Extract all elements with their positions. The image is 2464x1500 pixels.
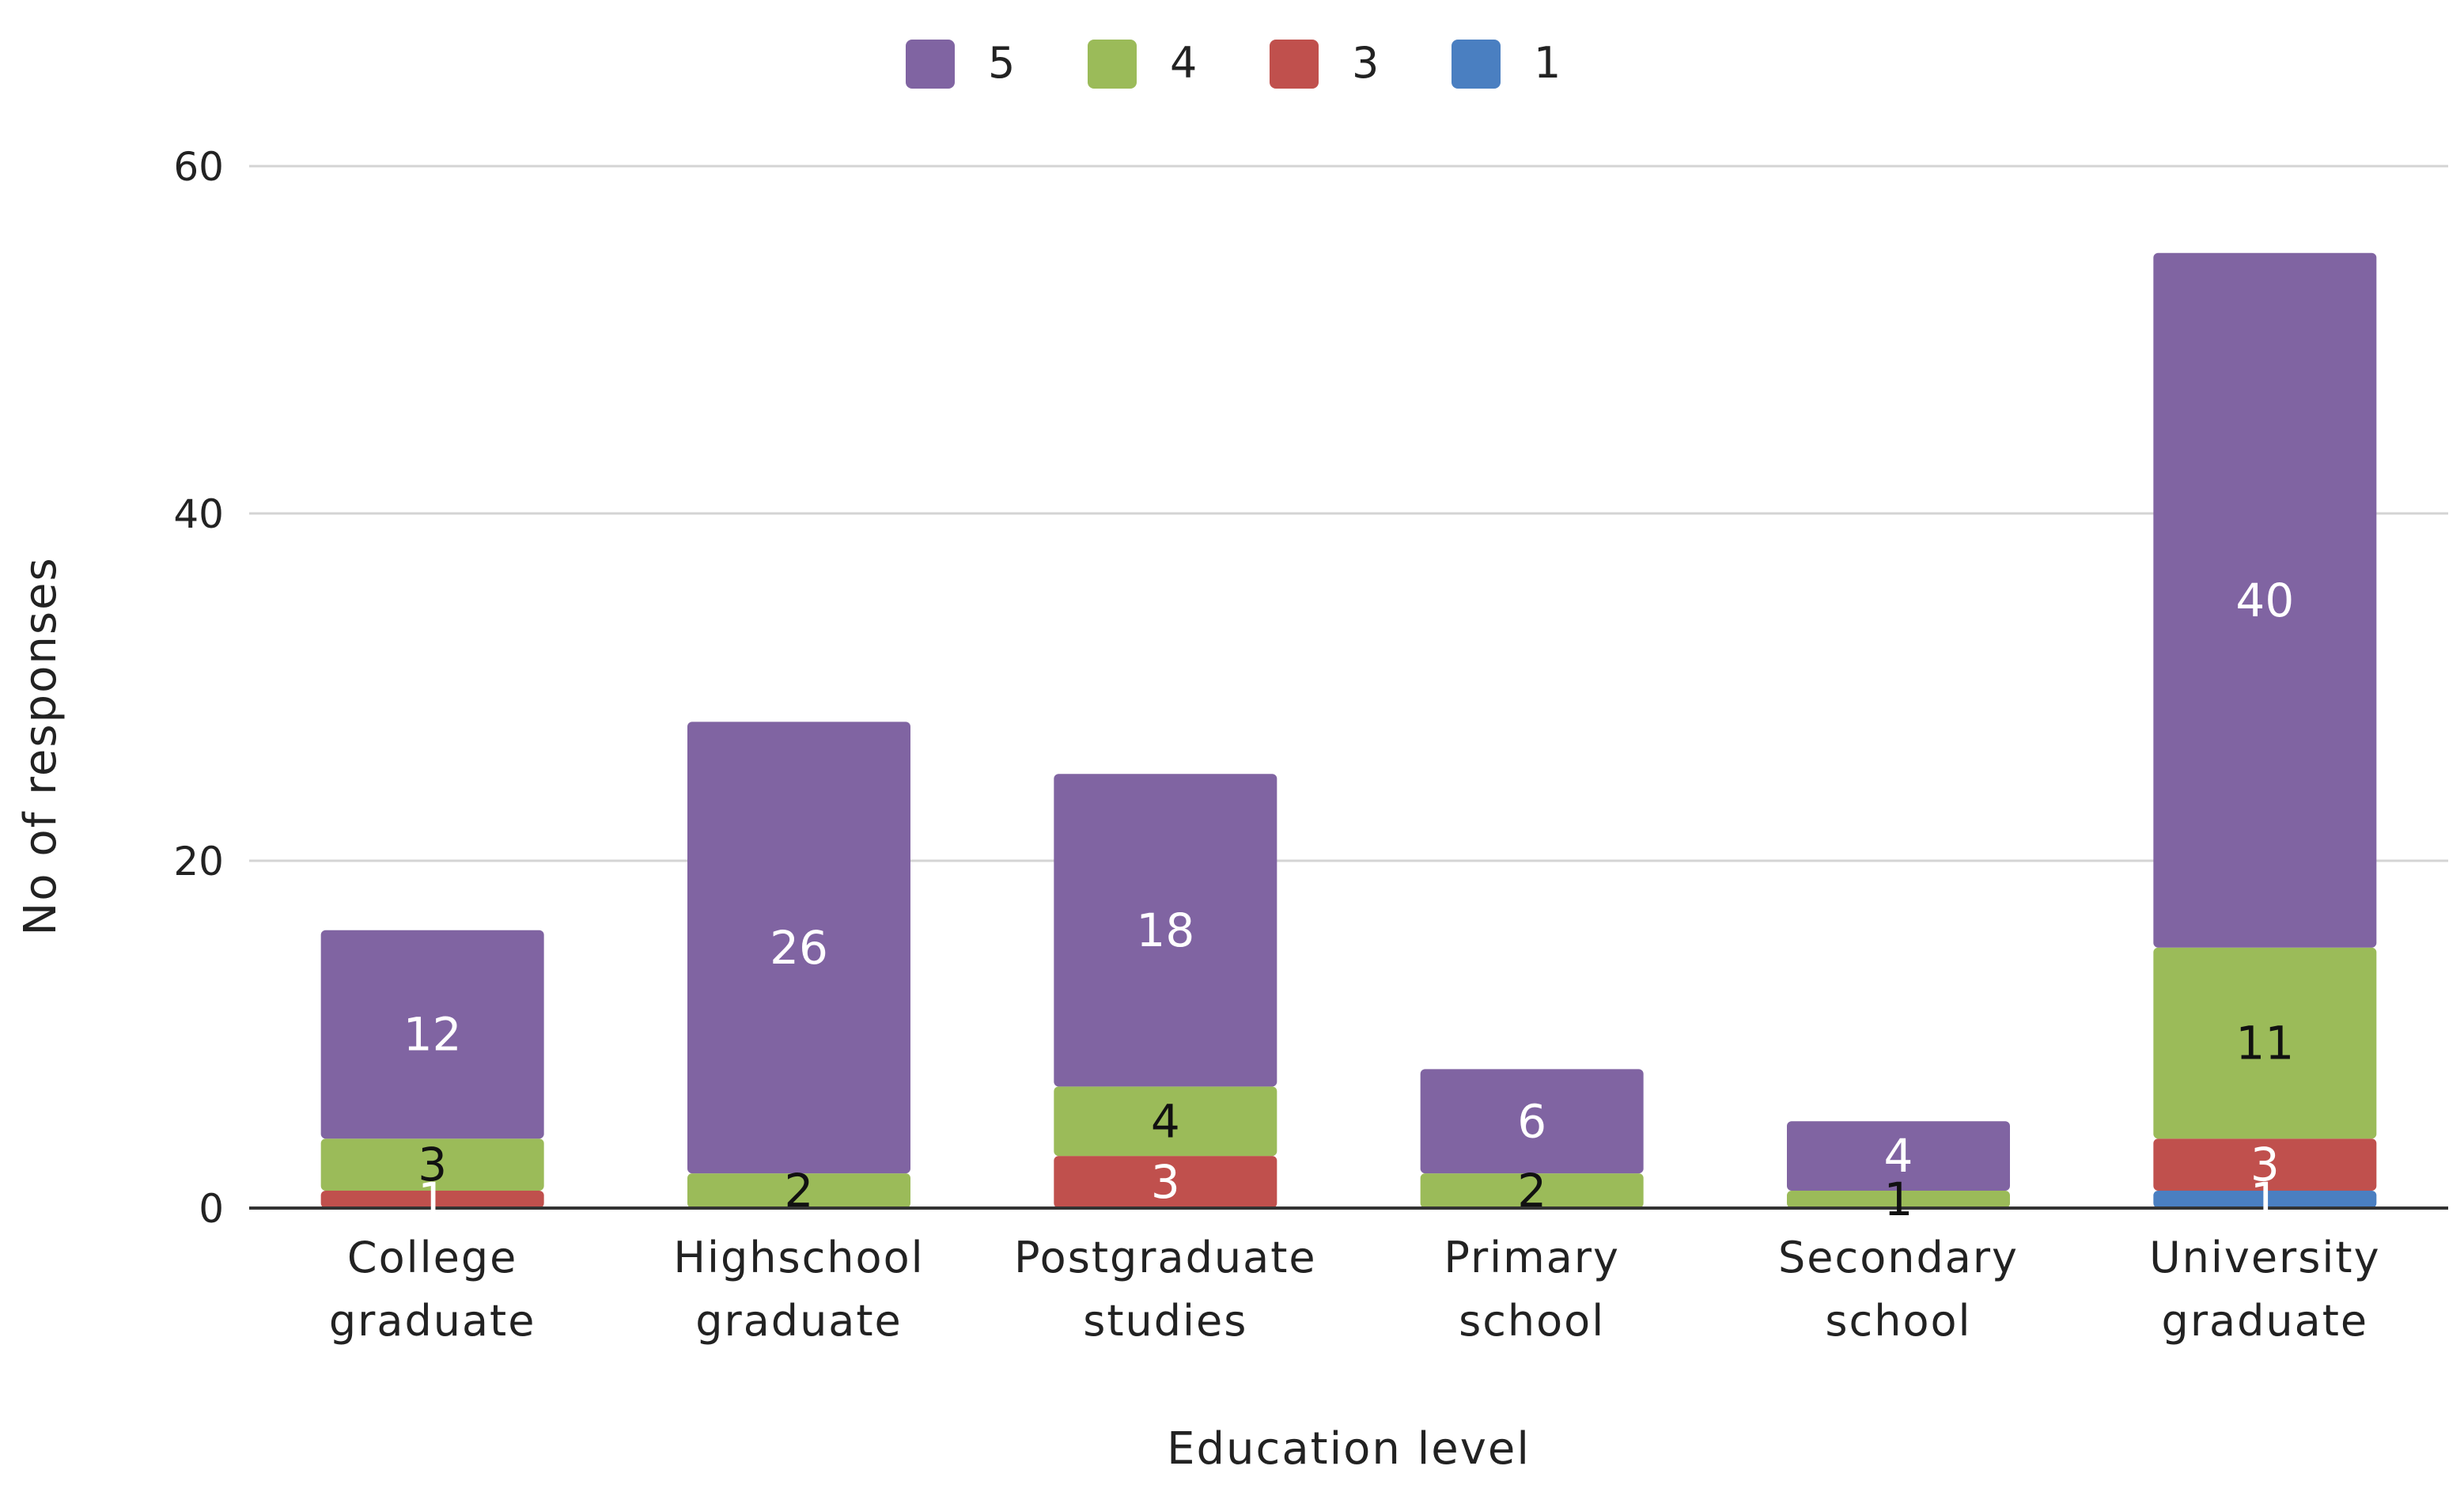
legend-label: 4 [1170, 38, 1197, 88]
x-tick-label: College [347, 1233, 517, 1282]
x-tick-label: Secondary [1778, 1233, 2019, 1282]
data-label: 26 [770, 921, 828, 975]
bars [320, 252, 2377, 1208]
bar-segment-series-5 [2153, 252, 2377, 948]
data-label: 4 [1884, 1129, 1913, 1183]
data-label: 40 [2235, 574, 2294, 627]
bar-segment-series-5 [687, 722, 910, 1174]
x-axis-ticks: College graduate Highschool graduate Postgra… [329, 1233, 2380, 1346]
data-label: 6 [1517, 1094, 1546, 1148]
bar-segment-series-3 [320, 1191, 544, 1208]
data-label: 2 [785, 1164, 814, 1218]
legend-swatch [906, 40, 955, 89]
bar-segment-series-3 [1054, 1156, 1277, 1208]
bar-segment-series-5 [320, 930, 544, 1139]
bar-segment-series-5 [1054, 774, 1277, 1087]
bar-segment-series-4 [1787, 1191, 2010, 1208]
bar-segment-series-1 [2153, 1191, 2377, 1208]
data-label: 11 [2235, 1016, 2294, 1070]
data-label: 18 [1136, 903, 1194, 957]
legend-swatch [1088, 40, 1137, 89]
y-tick-label: 0 [199, 1186, 224, 1232]
bar-segment-series-4 [1054, 1086, 1277, 1157]
y-axis-ticks: 0 20 40 60 [173, 144, 224, 1232]
x-tick-label: Highschool [673, 1233, 924, 1282]
x-tick-label: University [2149, 1233, 2380, 1282]
x-tick-label: studies [1083, 1296, 1247, 1346]
data-label: 4 [1151, 1094, 1180, 1148]
x-tick-label: school [1459, 1296, 1605, 1346]
x-tick-label: Primary [1444, 1233, 1620, 1282]
legend: 5 4 3 1 [906, 38, 1561, 89]
y-tick-label: 20 [173, 839, 224, 884]
x-tick-label: Postgraduate [1014, 1233, 1317, 1282]
x-tick-label: graduate [2162, 1296, 2369, 1346]
data-label: 3 [418, 1138, 447, 1191]
data-label: 3 [2250, 1138, 2280, 1191]
y-tick-label: 60 [173, 144, 224, 190]
bar-segment-series-4 [1420, 1173, 1644, 1208]
x-tick-label: graduate [329, 1296, 536, 1346]
bar-segment-series-5 [1787, 1121, 2010, 1191]
y-tick-label: 40 [173, 491, 224, 537]
bar-segment-series-3 [2153, 1138, 2377, 1191]
bar-segment-series-5 [1420, 1069, 1644, 1174]
legend-swatch [1270, 40, 1319, 89]
bar-segment-series-4 [687, 1173, 910, 1208]
data-label: 1 [1884, 1172, 1913, 1226]
data-label: 3 [1151, 1155, 1180, 1209]
data-label: 1 [2250, 1172, 2280, 1226]
legend-label: 5 [988, 38, 1015, 88]
x-axis-label: Education level [1167, 1423, 1531, 1475]
bar-segment-series-4 [2153, 947, 2377, 1139]
x-tick-label: graduate [695, 1296, 903, 1346]
bar-segment-series-4 [320, 1138, 544, 1191]
grid-lines [249, 165, 2448, 862]
legend-swatch [1452, 40, 1501, 89]
x-tick-label: school [1825, 1296, 1971, 1346]
legend-label: 3 [1352, 38, 1379, 88]
data-label: 2 [1517, 1164, 1546, 1218]
legend-label: 1 [1534, 38, 1561, 88]
data-label: 12 [403, 1008, 462, 1062]
y-axis-label: No of responses [15, 556, 66, 935]
data-label: 1 [418, 1172, 447, 1226]
